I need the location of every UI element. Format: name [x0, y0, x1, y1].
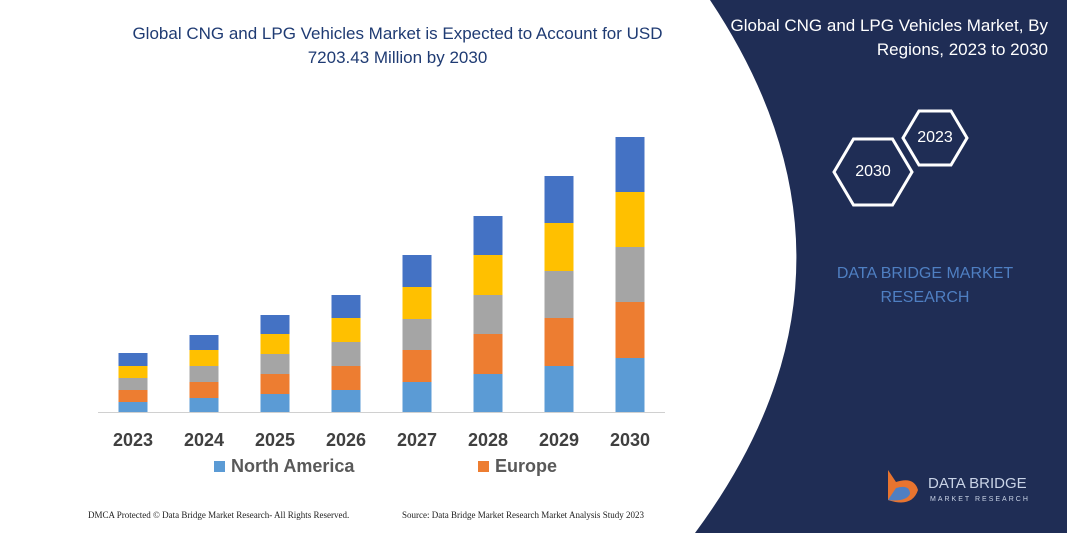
legend-label: Europe [495, 456, 557, 476]
hex-label: 2030 [855, 163, 891, 180]
panel-brand: DATA BRIDGE MARKET RESEARCH [836, 265, 1014, 306]
bar-segment [615, 358, 645, 412]
x-tick-label: 2027 [397, 430, 437, 450]
bar-segment [473, 216, 503, 255]
bar-segment [473, 255, 503, 295]
bar-segment [118, 353, 148, 366]
bar-segment [473, 374, 503, 412]
bar-segment [544, 366, 574, 412]
bar-segment [189, 350, 219, 366]
legend-swatch [478, 461, 489, 472]
x-tick-label: 2024 [184, 430, 224, 450]
logo-name: DATA BRIDGE [928, 475, 1027, 492]
bar-segment [615, 192, 645, 247]
bar-segment [260, 315, 290, 334]
footer-right: Source: Data Bridge Market Research Mark… [402, 510, 644, 520]
bar-segment [260, 374, 290, 394]
footer-left: DMCA Protected © Data Bridge Market Rese… [88, 510, 350, 520]
bar-segment [118, 390, 148, 402]
bar-segment [331, 366, 361, 390]
bar-segment [118, 378, 148, 390]
x-tick-label: 2029 [539, 430, 579, 450]
bar-segment [260, 354, 290, 374]
legend-label: North America [231, 456, 355, 476]
bar-segment [118, 366, 148, 378]
bar-segment [331, 318, 361, 342]
x-tick-label: 2028 [468, 430, 508, 450]
bar-segment [544, 223, 574, 271]
bar-segment [544, 271, 574, 318]
bar-segment [544, 176, 574, 223]
chart-title: Global CNG and LPG Vehicles Market is Ex… [132, 24, 663, 67]
panel-title: Global CNG and LPG Vehicles Market, By R… [730, 16, 1048, 59]
side-panel [695, 0, 1067, 533]
bar-segment [402, 382, 432, 412]
bar-segment [402, 319, 432, 350]
bar-segment [544, 318, 574, 366]
bar-segment [189, 382, 219, 398]
bar-segment [473, 295, 503, 334]
bar-segment [189, 335, 219, 350]
hex-label: 2023 [917, 129, 953, 146]
x-tick-label: 2026 [326, 430, 366, 450]
bar-segment [473, 334, 503, 374]
bar-segment [118, 402, 148, 412]
bar-segment [615, 137, 645, 192]
logo-sub: MARKET RESEARCH [930, 496, 1030, 503]
bar-segment [402, 350, 432, 382]
bar-segment [331, 295, 361, 318]
x-tick-label: 2023 [113, 430, 153, 450]
bar-segment [260, 334, 290, 354]
bar-segment [189, 366, 219, 382]
bar-segment [331, 342, 361, 366]
bar-segment [189, 398, 219, 412]
hexagon [901, 109, 969, 167]
bar-segment [615, 302, 645, 358]
bar-segment [331, 390, 361, 412]
legend-swatch [214, 461, 225, 472]
bar-segment [402, 255, 432, 287]
x-tick-label: 2025 [255, 430, 295, 450]
bar-segment [402, 287, 432, 319]
logo-mark [888, 486, 910, 501]
hexagon [832, 137, 914, 207]
bar-segment [615, 247, 645, 302]
x-tick-label: 2030 [610, 430, 650, 450]
bar-segment [260, 394, 290, 412]
